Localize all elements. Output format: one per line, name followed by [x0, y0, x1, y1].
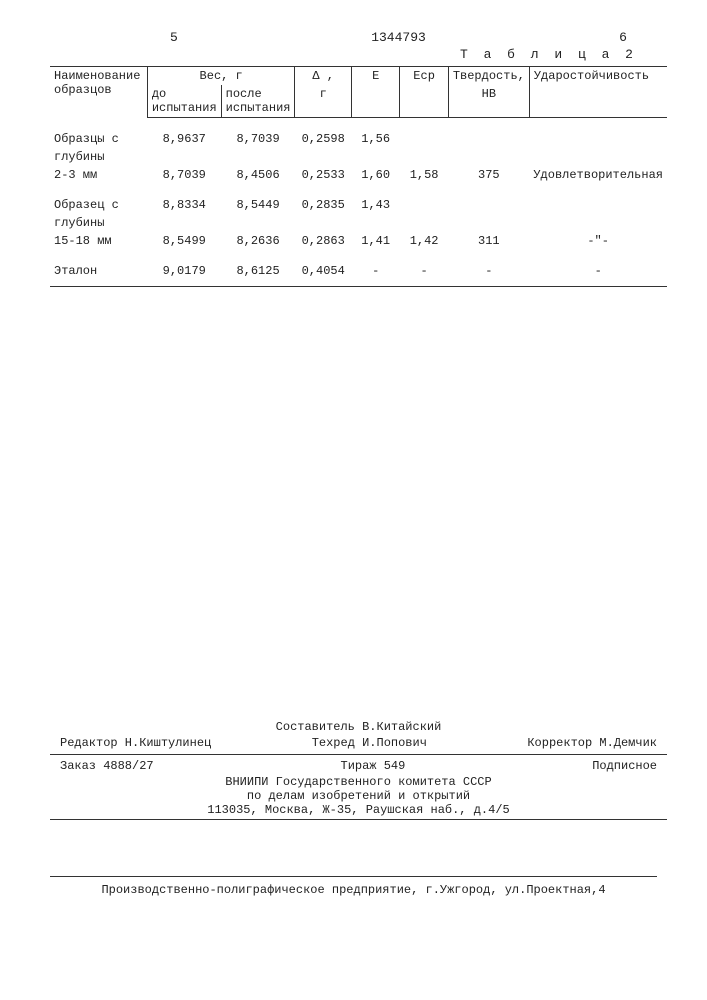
imprint-block: Составитель В.Китайский Редактор Н.Кишту…: [50, 720, 667, 822]
col-weight: Вес, г: [200, 69, 243, 83]
col-delta-1: Δ ,: [312, 69, 334, 83]
col-name: Наименование образцов: [54, 69, 140, 97]
row-label: 15-18 мм: [54, 234, 112, 248]
cell: 8,4506: [221, 166, 295, 184]
cell: 8,9637: [147, 118, 221, 149]
cell: 8,7039: [147, 166, 221, 184]
cell: 1,58: [400, 166, 448, 184]
org-line-2: по делам изобретений и открытий: [50, 789, 667, 803]
cell: 1,56: [351, 118, 399, 149]
row-label: Эталон: [54, 264, 97, 278]
col-delta-2: г: [320, 87, 327, 101]
table-row: Эталон 9,0179 8,6125 0,4054 - - - -: [50, 250, 667, 280]
col-ecp: Еср: [413, 69, 435, 83]
page-col-right: 6: [619, 30, 627, 45]
table-row: глубины: [50, 214, 667, 232]
cell: -: [529, 250, 667, 280]
col-hard-2: НВ: [482, 87, 496, 101]
cell: 8,6125: [221, 250, 295, 280]
cell: -: [351, 250, 399, 280]
compiler: Составитель В.Китайский: [50, 720, 667, 734]
editor: Редактор Н.Киштулинец: [60, 736, 211, 750]
cell: 0,2835: [295, 184, 351, 214]
cell: -"-: [529, 232, 667, 250]
cell: 1,42: [400, 232, 448, 250]
doc-number: 1344793: [371, 30, 426, 45]
org-line-1: ВНИИПИ Государственного комитета СССР: [50, 775, 667, 789]
table-row: Образец с 8,8334 8,5449 0,2835 1,43: [50, 184, 667, 214]
cell: [400, 184, 448, 214]
corrector: Корректор М.Демчик: [527, 736, 657, 750]
printer-line: Производственно-полиграфическое предприя…: [0, 883, 707, 897]
cell: 0,4054: [295, 250, 351, 280]
cell: 0,2863: [295, 232, 351, 250]
order-number: Заказ 4888/27: [60, 759, 154, 773]
cell: 1,43: [351, 184, 399, 214]
cell: [529, 118, 667, 149]
cell: Удовлетворительная: [529, 166, 667, 184]
cell: [529, 184, 667, 214]
row-label: 2-3 мм: [54, 168, 97, 182]
cell: 375: [448, 166, 529, 184]
cell: 311: [448, 232, 529, 250]
col-hard-1: Твердость,: [453, 69, 525, 83]
cell: -: [448, 250, 529, 280]
cell: [448, 118, 529, 149]
data-table: Наименование образцов Вес, г Δ , Е Еср Т…: [50, 66, 667, 287]
cell: 8,5499: [147, 232, 221, 250]
cell: 1,60: [351, 166, 399, 184]
table-row: Образцы с 8,9637 8,7039 0,2598 1,56: [50, 118, 667, 149]
table-row: глубины: [50, 148, 667, 166]
org-address: 113035, Москва, Ж-35, Раушская наб., д.4…: [50, 803, 667, 817]
cell: 9,0179: [147, 250, 221, 280]
page-col-left: 5: [170, 30, 178, 45]
cell: [400, 118, 448, 149]
col-e: Е: [372, 69, 379, 83]
cell: 0,2598: [295, 118, 351, 149]
row-label: глубины: [54, 216, 104, 230]
col-impact: Ударостойчивость: [534, 69, 649, 83]
cell: 8,7039: [221, 118, 295, 149]
table-row: 2-3 мм 8,7039 8,4506 0,2533 1,60 1,58 37…: [50, 166, 667, 184]
tirazh: Тираж 549: [341, 759, 406, 773]
col-before: до испытания: [152, 87, 217, 115]
cell: 8,8334: [147, 184, 221, 214]
table-caption: Т а б л и ц а 2: [50, 47, 667, 62]
cell: [448, 184, 529, 214]
cell: 0,2533: [295, 166, 351, 184]
row-label: Образцы с: [54, 132, 119, 146]
subscription: Подписное: [592, 759, 657, 773]
cell: -: [400, 250, 448, 280]
table-row: 15-18 мм 8,5499 8,2636 0,2863 1,41 1,42 …: [50, 232, 667, 250]
row-label: Образец с: [54, 198, 119, 212]
cell: 8,5449: [221, 184, 295, 214]
row-label: глубины: [54, 150, 104, 164]
cell: 1,41: [351, 232, 399, 250]
col-after: после испытания: [226, 87, 291, 115]
cell: 8,2636: [221, 232, 295, 250]
techred: Техред И.Попович: [312, 736, 427, 750]
